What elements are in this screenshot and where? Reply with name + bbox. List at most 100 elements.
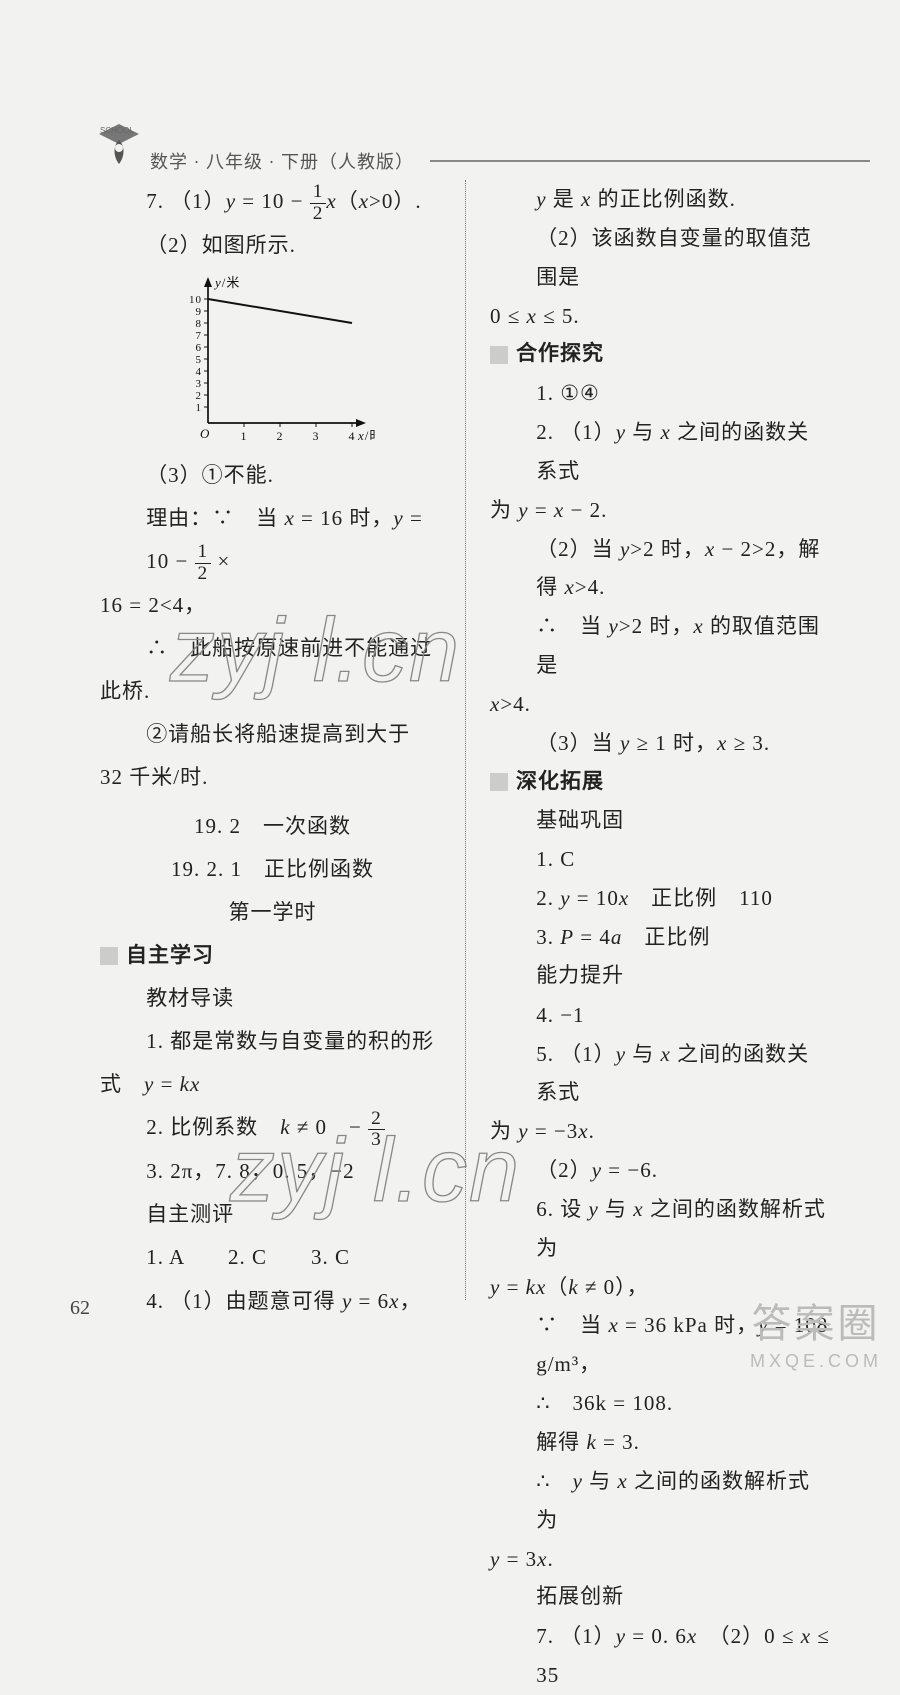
- svg-text:x/时: x/时: [357, 428, 375, 443]
- l3: （3）①不能.: [100, 454, 445, 497]
- left-line-2: （2）如图所示.: [100, 224, 445, 267]
- svg-text:8: 8: [196, 318, 203, 330]
- svg-text:5: 5: [196, 354, 203, 366]
- t: （2）当: [536, 537, 620, 561]
- svg-text:y/米: y/米: [213, 275, 240, 290]
- t: （: [546, 1275, 568, 1299]
- svg-text:2: 2: [196, 390, 203, 402]
- heading-lesson-1: 第一学时: [100, 891, 445, 934]
- t: ≥ 1 时，: [630, 731, 717, 755]
- t: =: [154, 1072, 179, 1096]
- l13: 1. A 2. C 3. C: [100, 1236, 445, 1279]
- t: >4.: [500, 692, 531, 716]
- r04: 2. （1）y 与 x 之间的函数关系式: [490, 413, 830, 491]
- svg-text:2: 2: [277, 429, 284, 443]
- section-extend: 深化拓展: [490, 763, 830, 802]
- var-x: x: [661, 1042, 671, 1066]
- t: 0 ≤: [490, 304, 527, 328]
- r22: ∴ y 与 x 之间的函数解析式为: [490, 1462, 830, 1540]
- t: ∴ 36k = 108.: [536, 1391, 673, 1415]
- t: − 2.: [564, 498, 607, 522]
- var-x: x: [661, 420, 671, 444]
- t: 是: [547, 187, 582, 211]
- t: >0）.: [369, 189, 422, 213]
- l7: 此桥.: [100, 670, 445, 713]
- corner-badge: 答案圈 MXQE.COM: [750, 1291, 882, 1372]
- t: 2.: [536, 886, 560, 910]
- t: = 0. 6: [626, 1624, 687, 1648]
- r14: 5. （1）y 与 x 之间的函数关系式: [490, 1035, 830, 1113]
- var-x: x: [693, 614, 703, 638]
- var-y: y: [536, 187, 546, 211]
- var-x: x: [717, 731, 727, 755]
- t: >2 时，: [630, 537, 705, 561]
- right-column: y 是 x 的正比例函数. （2）该函数自变量的取值范围是 0 ≤ x ≤ 5.…: [465, 180, 830, 1300]
- t: 与: [599, 1197, 634, 1221]
- l10a: 1. 都是常数与自变量的积的形: [100, 1020, 445, 1063]
- l5: 16 = 2<4，: [100, 584, 445, 627]
- t: =: [500, 1275, 525, 1299]
- t: ∴: [536, 1469, 572, 1493]
- section-cooperate: 合作探究: [490, 335, 830, 374]
- t: .: [589, 1119, 595, 1143]
- page-header: 数学 · 八年级 · 下册（人教版）: [150, 148, 870, 174]
- var-kx: kx: [180, 1072, 201, 1096]
- var-y: y: [616, 420, 626, 444]
- var-y: y: [144, 1072, 154, 1096]
- header-text: 数学 · 八年级 · 下册（人教版）: [150, 148, 414, 174]
- svg-text:6: 6: [196, 342, 203, 354]
- l4: 理由：∵ 当 x = 16 时，y = 10 − 12 ×: [100, 497, 445, 584]
- badge-small: MXQE.COM: [750, 1351, 882, 1372]
- var-k: k: [280, 1115, 290, 1139]
- t: ≤ 5.: [537, 304, 580, 328]
- t: 2. 比例系数: [146, 1115, 280, 1139]
- t: ∵ 当: [536, 1313, 608, 1337]
- t: 的正比例函数.: [591, 187, 736, 211]
- var-x: x: [687, 1624, 697, 1648]
- square-icon: [100, 947, 118, 965]
- var-x: x: [359, 189, 369, 213]
- var-y: y: [518, 498, 528, 522]
- var-y: y: [518, 1119, 528, 1143]
- t: 正比例 110: [629, 886, 773, 910]
- subhead-basic: 基础巩固: [490, 802, 830, 841]
- n: 2: [368, 1109, 385, 1130]
- t: ∴ 当: [536, 614, 608, 638]
- var-y: y: [342, 1289, 352, 1313]
- t: >2 时，: [619, 614, 694, 638]
- t: （2）: [536, 1158, 592, 1182]
- var-x: x: [705, 537, 715, 561]
- fraction-1-2: 12: [310, 182, 327, 224]
- t: = 10: [571, 886, 619, 910]
- fraction-2-3: 23: [368, 1109, 385, 1151]
- var-y: y: [616, 1042, 626, 1066]
- line-graph: 10 9 8 7 6 5 4 3 2 1: [160, 273, 375, 448]
- r09: （3）当 y ≥ 1 时，x ≥ 3.: [490, 724, 830, 763]
- var-y: y: [226, 189, 236, 213]
- r10: 1. C: [490, 840, 830, 879]
- svg-text:10: 10: [189, 294, 202, 306]
- l8: ②请船长将船速提高到大于: [100, 713, 445, 756]
- r15: 为 y = −3x.: [490, 1112, 830, 1151]
- t: = 6: [352, 1289, 389, 1313]
- svg-text:4: 4: [196, 366, 203, 378]
- var-y: y: [608, 614, 618, 638]
- t: （: [337, 189, 359, 213]
- r07: ∴ 当 y>2 时，x 的取值范围是: [490, 607, 830, 685]
- t: 5. （1）: [536, 1042, 616, 1066]
- var-x: x: [554, 498, 564, 522]
- t: 7. （1）: [536, 1624, 616, 1648]
- var-x: x: [801, 1624, 811, 1648]
- subhead-innovate: 拓展创新: [490, 1578, 830, 1617]
- page-number: 62: [70, 1297, 90, 1320]
- t: ≠ 0），: [579, 1275, 649, 1299]
- heading-19-2-1: 19. 2. 1 正比例函数: [100, 848, 445, 891]
- t: 4. （1）由题意可得: [146, 1289, 342, 1313]
- t: ×: [211, 549, 230, 573]
- heading-19-2: 19. 2 一次函数: [100, 805, 445, 848]
- subhead-selftest: 自主测评: [100, 1193, 445, 1236]
- t: =: [529, 498, 554, 522]
- svg-text:9: 9: [196, 306, 203, 318]
- page: SCHOOL 数学 · 八年级 · 下册（人教版） 7. （1）y = 10 −…: [0, 0, 900, 1390]
- var-k: k: [586, 1430, 596, 1454]
